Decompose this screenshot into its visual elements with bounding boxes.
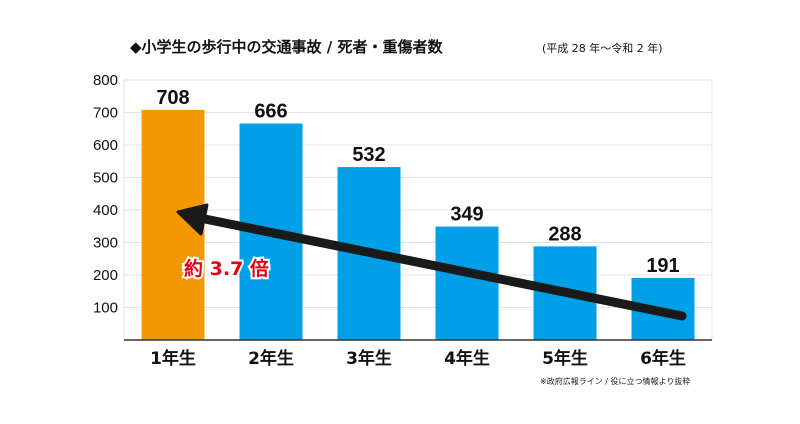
y-tick-label: 700 [93, 105, 118, 122]
category-label: 1年生 [150, 348, 196, 369]
value-label: 666 [254, 101, 287, 123]
value-label: 708 [156, 87, 189, 109]
grid-lines [123, 79, 713, 340]
chart-title: ◆小学生の歩行中の交通事故 / 死者・重傷者数 [130, 38, 443, 56]
value-label: 532 [352, 144, 385, 166]
y-axis-ticks: 100 200 300 400 500 600 700 800 [93, 72, 118, 317]
category-label: 5年生 [542, 348, 588, 369]
category-label: 4年生 [444, 348, 490, 369]
chart-subtitle: (平成 28 年〜令和 2 年) [542, 41, 663, 55]
source-note: ※政府広報ライン / 役に立つ情報より抜粋 [540, 376, 690, 386]
category-labels: 1年生 2年生 3年生 4年生 5年生 6年生 [150, 348, 686, 369]
value-label: 349 [450, 204, 483, 226]
y-tick-label: 100 [93, 300, 118, 317]
category-label: 3年生 [346, 348, 392, 369]
ratio-annotation: 約 3.7 倍 [184, 257, 269, 280]
y-tick-label: 300 [93, 235, 118, 252]
y-tick-label: 500 [93, 170, 118, 187]
value-label: 288 [548, 223, 581, 245]
y-tick-label: 600 [93, 137, 118, 154]
y-tick-label: 800 [93, 72, 118, 89]
trend-arrow [176, 203, 687, 321]
y-tick-label: 400 [93, 202, 118, 219]
category-label: 2年生 [248, 348, 294, 369]
trend-arrow-shaft [195, 213, 687, 321]
category-label: 6年生 [640, 348, 686, 369]
value-labels: 708 666 532 349 288 191 [156, 87, 679, 277]
value-label: 191 [646, 255, 679, 277]
y-tick-label: 200 [93, 267, 118, 284]
bar [435, 226, 499, 340]
trend-arrow-head [176, 203, 209, 236]
